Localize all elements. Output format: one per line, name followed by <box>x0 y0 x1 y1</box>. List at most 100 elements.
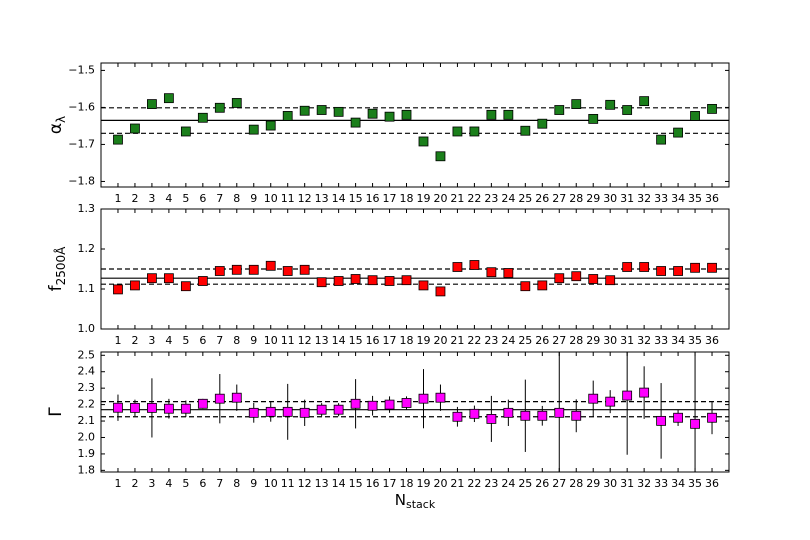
point <box>622 390 633 401</box>
point <box>707 412 717 423</box>
plot-frame <box>100 208 730 330</box>
point <box>197 398 208 409</box>
x-tick-label: 19 <box>416 334 430 347</box>
point <box>299 105 310 116</box>
y-axis-label-sub: λ <box>54 116 68 123</box>
x-tick-label: 8 <box>233 192 240 205</box>
x-tick-label: 12 <box>298 192 312 205</box>
y-tick-label: 2.5 <box>78 348 96 361</box>
point <box>350 274 361 284</box>
x-tick-label: 21 <box>450 334 464 347</box>
y-axis-label-sub: 2500Å <box>53 246 68 286</box>
point <box>452 411 463 422</box>
point <box>418 136 429 147</box>
plot-area <box>101 260 729 297</box>
x-tick-label: 15 <box>349 477 363 490</box>
point <box>299 407 310 418</box>
x-tick-label: 36 <box>705 334 719 347</box>
x-tick-label: 13 <box>315 477 329 490</box>
point <box>605 99 616 110</box>
point <box>282 266 293 276</box>
point <box>282 406 293 417</box>
point <box>299 264 310 275</box>
x-tick-label: 5 <box>182 192 189 205</box>
point <box>350 398 361 409</box>
point <box>147 402 157 413</box>
point <box>486 109 497 120</box>
point <box>265 406 276 417</box>
point <box>197 112 208 123</box>
x-tick-label: 28 <box>569 192 583 205</box>
x-tick-label: 2 <box>131 192 138 205</box>
x-tick-label: 34 <box>671 334 685 347</box>
x-tick-label: 5 <box>182 334 189 347</box>
point <box>113 134 123 145</box>
x-axis-label-sub: stack <box>406 498 436 511</box>
x-tick-label: 9 <box>250 334 257 347</box>
x-tick-label: 17 <box>383 334 397 347</box>
y-axis-label-main: f <box>46 284 66 291</box>
x-tick-label: 32 <box>637 334 651 347</box>
y-axis-label: αλ <box>46 116 68 134</box>
point <box>113 284 123 295</box>
point <box>673 412 683 423</box>
point <box>588 274 599 284</box>
point <box>605 396 616 407</box>
point <box>690 111 700 121</box>
y-tick-label: −1.7 <box>68 137 95 150</box>
point <box>690 262 700 273</box>
x-tick-label: 30 <box>603 192 617 205</box>
point <box>316 404 327 415</box>
point <box>384 111 395 122</box>
panel: 1.01.11.21.31 2 3 4 5 6 7 8 9 10 11 12 13 14 15 16 17 18 1… <box>46 202 730 347</box>
point <box>571 410 582 421</box>
x-tick-label: 11 <box>281 192 295 205</box>
x-tick-label: 2 <box>131 334 138 347</box>
point <box>418 280 429 291</box>
x-tick-label: 36 <box>705 192 719 205</box>
x-tick-label: 26 <box>535 334 549 347</box>
point <box>452 126 463 137</box>
y-tick-label: 2.0 <box>78 430 96 443</box>
point <box>707 103 717 114</box>
y-axis-label: f2500Å <box>46 246 68 292</box>
y-tick-label: 1.0 <box>78 322 96 335</box>
x-tick-label: 8 <box>233 477 240 490</box>
point <box>367 275 378 286</box>
point <box>656 134 667 145</box>
point <box>214 393 225 404</box>
x-tick-label: 10 <box>264 334 278 347</box>
x-tick-label: 9 <box>250 477 257 490</box>
point <box>656 266 667 276</box>
x-tick-label: 26 <box>535 192 549 205</box>
x-tick-label: 17 <box>383 192 397 205</box>
x-tick-label: 29 <box>586 477 600 490</box>
x-tick-label: 9 <box>250 192 257 205</box>
point <box>231 392 242 403</box>
x-tick-label: 7 <box>216 477 223 490</box>
point <box>520 281 531 292</box>
x-tick-label: 25 <box>518 477 532 490</box>
x-tick-label: 19 <box>416 192 430 205</box>
plot-area <box>101 352 729 472</box>
point <box>520 125 531 136</box>
x-axis-label-main: N <box>395 491 406 509</box>
point <box>571 99 582 109</box>
point <box>639 387 650 398</box>
point <box>113 402 123 413</box>
plot-frame <box>100 62 730 188</box>
point <box>147 99 157 109</box>
point <box>435 392 446 403</box>
point <box>180 126 191 137</box>
y-tick-label: 2.4 <box>78 365 96 378</box>
x-tick-label: 5 <box>182 477 189 490</box>
x-tick-label: 21 <box>450 477 464 490</box>
x-tick-label: 16 <box>366 192 380 205</box>
x-tick-label: 34 <box>671 477 685 490</box>
x-tick-label: 31 <box>620 192 634 205</box>
x-tick-label: 26 <box>535 477 549 490</box>
x-tick-label: 4 <box>165 334 172 347</box>
x-tick-label: 6 <box>199 477 206 490</box>
x-tick-label: 25 <box>518 334 532 347</box>
x-tick-label: 22 <box>467 334 481 347</box>
